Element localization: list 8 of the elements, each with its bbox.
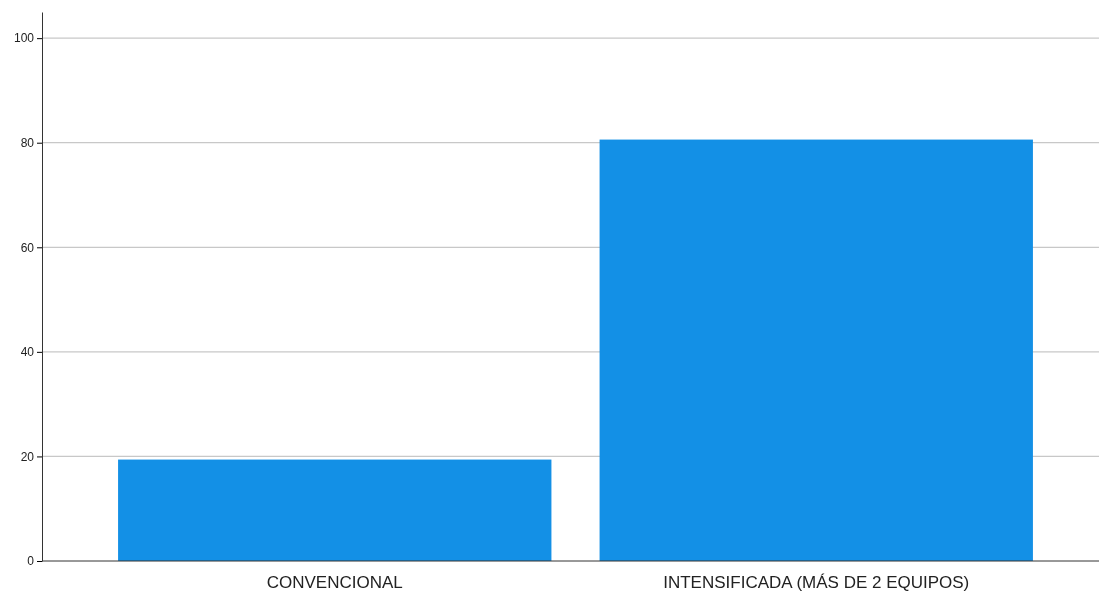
y-tick-label: 0 <box>27 554 35 569</box>
y-tick-label: 40 <box>20 345 35 360</box>
y-tick-label: 20 <box>20 449 35 464</box>
y-tick-label: 100 <box>13 31 35 46</box>
y-tick-label: 60 <box>20 240 35 255</box>
y-tick-label: 80 <box>20 136 35 151</box>
x-tick-label: INTENSIFICADA (MÁS DE 2 EQUIPOS) <box>663 572 970 592</box>
x-tick-label: CONVENCIONAL <box>266 572 403 592</box>
